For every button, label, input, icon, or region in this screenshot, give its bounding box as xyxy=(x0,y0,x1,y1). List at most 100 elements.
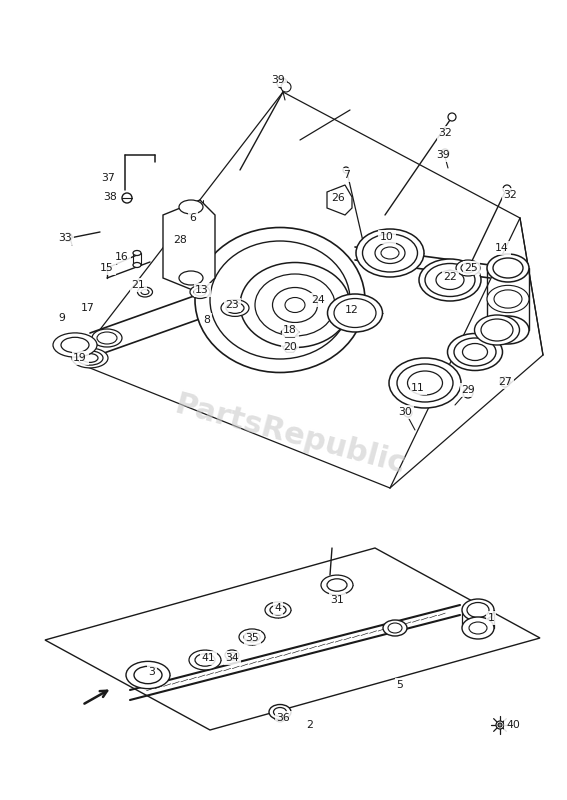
Circle shape xyxy=(503,185,511,193)
Text: 23: 23 xyxy=(225,300,239,310)
Circle shape xyxy=(500,377,510,387)
Ellipse shape xyxy=(195,227,365,373)
Ellipse shape xyxy=(126,662,170,689)
Ellipse shape xyxy=(462,599,494,621)
Text: 29: 29 xyxy=(461,385,475,395)
Ellipse shape xyxy=(244,632,260,642)
Ellipse shape xyxy=(194,288,206,296)
Text: 39: 39 xyxy=(436,150,450,160)
Ellipse shape xyxy=(141,290,149,294)
Text: 12: 12 xyxy=(345,305,359,315)
Ellipse shape xyxy=(383,620,407,636)
Ellipse shape xyxy=(487,316,529,344)
Ellipse shape xyxy=(381,247,399,259)
Ellipse shape xyxy=(269,705,291,719)
Ellipse shape xyxy=(174,233,212,258)
Circle shape xyxy=(281,82,291,92)
Text: 16: 16 xyxy=(115,252,129,262)
Text: 32: 32 xyxy=(438,128,452,138)
Text: 17: 17 xyxy=(81,303,95,313)
Circle shape xyxy=(122,193,132,203)
Ellipse shape xyxy=(493,258,523,278)
Ellipse shape xyxy=(134,666,162,684)
Text: 6: 6 xyxy=(189,213,196,223)
Text: 10: 10 xyxy=(380,232,394,242)
Ellipse shape xyxy=(447,334,502,370)
Ellipse shape xyxy=(481,319,513,341)
Text: 40: 40 xyxy=(506,720,520,730)
Ellipse shape xyxy=(226,302,244,314)
Ellipse shape xyxy=(494,290,522,308)
Ellipse shape xyxy=(334,298,376,327)
Ellipse shape xyxy=(190,286,210,298)
Text: PartsRepublic: PartsRepublic xyxy=(171,390,409,480)
Ellipse shape xyxy=(436,270,464,290)
Circle shape xyxy=(448,113,456,121)
Ellipse shape xyxy=(138,287,153,297)
Ellipse shape xyxy=(389,358,461,408)
Text: 39: 39 xyxy=(271,75,285,85)
Ellipse shape xyxy=(397,364,453,402)
Circle shape xyxy=(64,233,72,241)
Ellipse shape xyxy=(467,602,489,618)
Ellipse shape xyxy=(270,605,286,615)
Text: 34: 34 xyxy=(225,653,239,663)
Ellipse shape xyxy=(328,294,383,332)
Polygon shape xyxy=(163,200,215,293)
Ellipse shape xyxy=(189,650,221,670)
Ellipse shape xyxy=(255,274,335,336)
Circle shape xyxy=(463,388,473,398)
Ellipse shape xyxy=(462,617,494,639)
Text: 30: 30 xyxy=(398,407,412,417)
Ellipse shape xyxy=(180,237,206,254)
Text: 38: 38 xyxy=(103,192,117,202)
Text: 33: 33 xyxy=(58,233,72,243)
Ellipse shape xyxy=(195,654,215,666)
Text: 9: 9 xyxy=(58,313,65,323)
Text: 1: 1 xyxy=(488,613,494,623)
Text: 25: 25 xyxy=(464,263,478,273)
Ellipse shape xyxy=(362,234,417,272)
Ellipse shape xyxy=(463,343,488,361)
Text: 41: 41 xyxy=(201,653,215,663)
Ellipse shape xyxy=(61,338,89,353)
Ellipse shape xyxy=(265,602,291,618)
Ellipse shape xyxy=(77,351,103,365)
Ellipse shape xyxy=(375,242,405,263)
Ellipse shape xyxy=(487,254,529,282)
Text: 15: 15 xyxy=(100,263,114,273)
Text: 4: 4 xyxy=(274,603,281,613)
Ellipse shape xyxy=(419,259,481,301)
Ellipse shape xyxy=(461,263,475,273)
Circle shape xyxy=(496,721,504,729)
Circle shape xyxy=(404,409,412,417)
Ellipse shape xyxy=(179,200,203,214)
Ellipse shape xyxy=(72,348,108,368)
Text: 14: 14 xyxy=(495,243,509,253)
Text: 21: 21 xyxy=(131,280,145,290)
Ellipse shape xyxy=(239,629,265,645)
Ellipse shape xyxy=(273,287,318,322)
Text: 7: 7 xyxy=(344,170,350,180)
Text: 19: 19 xyxy=(73,353,87,363)
Polygon shape xyxy=(283,344,297,352)
Text: 24: 24 xyxy=(311,295,325,305)
Ellipse shape xyxy=(82,354,98,362)
Circle shape xyxy=(274,710,286,722)
Text: 31: 31 xyxy=(330,595,344,605)
Text: 28: 28 xyxy=(173,235,187,245)
Ellipse shape xyxy=(179,271,203,285)
Text: 5: 5 xyxy=(396,680,404,690)
Ellipse shape xyxy=(321,575,353,595)
Polygon shape xyxy=(45,548,540,730)
Text: 20: 20 xyxy=(283,342,297,352)
Ellipse shape xyxy=(425,263,475,297)
Text: 27: 27 xyxy=(498,377,512,387)
Ellipse shape xyxy=(456,260,480,276)
Ellipse shape xyxy=(388,623,402,633)
Ellipse shape xyxy=(228,653,236,658)
Ellipse shape xyxy=(187,241,199,249)
Polygon shape xyxy=(327,185,352,215)
Ellipse shape xyxy=(53,333,97,357)
Ellipse shape xyxy=(133,250,141,255)
